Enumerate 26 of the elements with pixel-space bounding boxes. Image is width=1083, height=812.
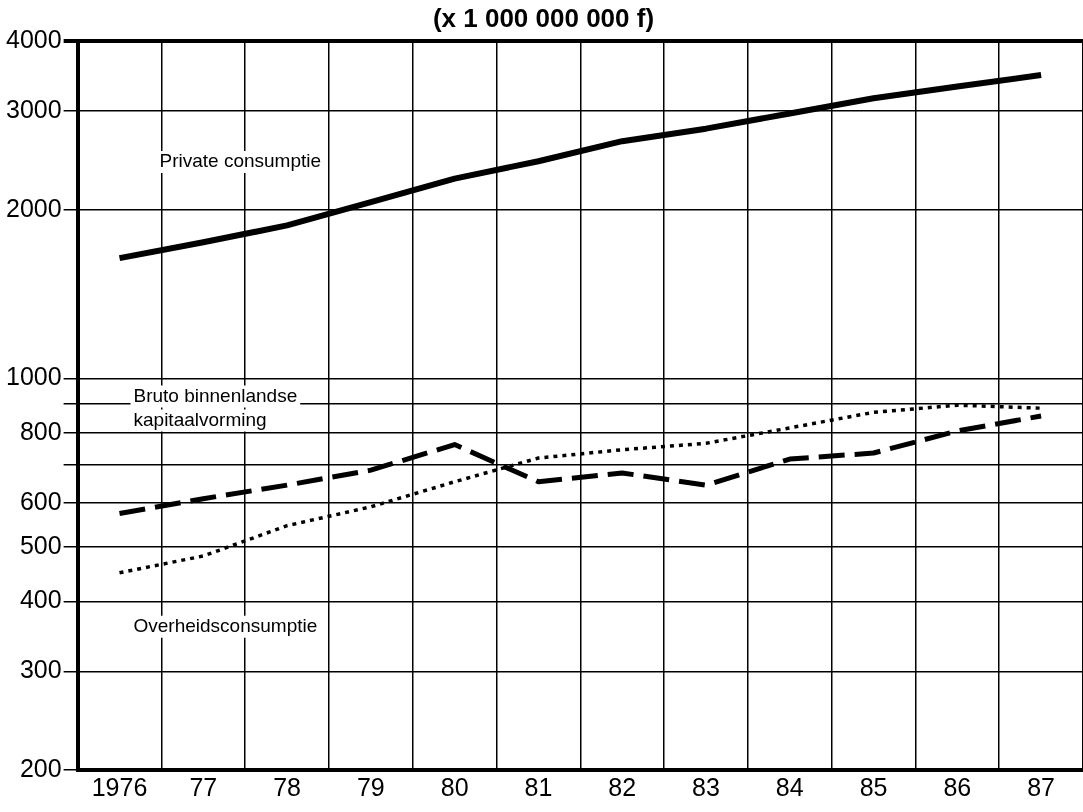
x-tick-label: 81 — [524, 772, 553, 801]
text: Private consumptie — [159, 150, 322, 172]
chart-title: (x 1 000 000 000 f) — [432, 2, 655, 33]
x-tick-label: 84 — [775, 772, 804, 801]
x-tick-label: 87 — [1027, 772, 1056, 801]
text: Overheidsconsumptie — [133, 614, 318, 636]
x-tick-label: 80 — [440, 772, 469, 801]
text: Bruto binnenlandse kapitaalvorming — [133, 384, 298, 430]
x-tick-label: 83 — [692, 772, 720, 801]
y-tick-label: 400 — [19, 585, 62, 614]
x-tick-label: 77 — [189, 772, 218, 801]
y-tick-label: 1000 — [5, 362, 62, 391]
x-tick-label: 79 — [356, 772, 385, 801]
y-tick-label: 600 — [19, 486, 62, 515]
x-tick-label: 78 — [273, 772, 301, 801]
y-tick-label: 3000 — [5, 95, 62, 124]
y-tick-label: 4000 — [5, 25, 62, 54]
x-tick-label: 86 — [943, 772, 972, 801]
y-tick-label: 300 — [19, 655, 62, 684]
x-tick-label: 82 — [608, 772, 637, 801]
y-tick-label: 800 — [19, 416, 62, 445]
y-tick-label: 2000 — [5, 193, 62, 222]
x-tick-label: 1976 — [91, 772, 148, 801]
x-tick-label: 85 — [859, 772, 888, 801]
y-tick-label: 200 — [19, 753, 62, 782]
y-tick-label: 500 — [19, 530, 62, 559]
